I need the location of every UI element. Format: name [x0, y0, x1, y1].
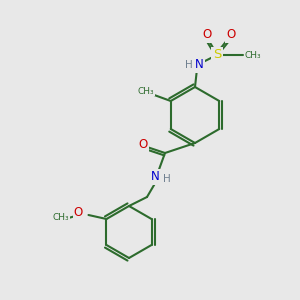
Text: CH₃: CH₃ [245, 50, 261, 59]
Text: H: H [163, 174, 171, 184]
Text: CH₃: CH₃ [52, 214, 69, 223]
Text: O: O [202, 28, 211, 41]
Text: N: N [195, 58, 203, 71]
Text: O: O [138, 139, 148, 152]
Text: H: H [185, 60, 193, 70]
Text: O: O [74, 206, 83, 218]
Text: CH₃: CH₃ [137, 86, 154, 95]
Text: N: N [151, 170, 159, 184]
Text: O: O [226, 28, 236, 41]
Text: S: S [213, 49, 221, 62]
